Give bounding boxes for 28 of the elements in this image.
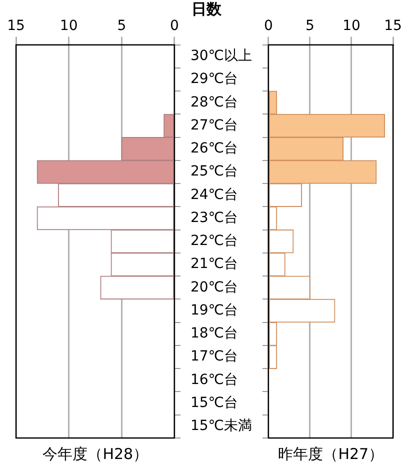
y-tick-label: 29℃台 <box>190 71 238 88</box>
x-tick-label: 0 <box>170 18 179 34</box>
y-tick-label: 21℃台 <box>190 256 238 272</box>
y-tick-label: 18℃台 <box>190 326 238 342</box>
text: 日数 <box>192 0 222 19</box>
y-tick-label: 17℃台 <box>190 348 238 365</box>
x-tick-label: 15 <box>384 18 402 34</box>
x-axis-title: 今年度（H28） <box>42 445 148 464</box>
y-tick-label: 23℃台 <box>190 210 238 226</box>
y-tick-label: 24℃台 <box>190 186 238 203</box>
x-tick-label: 0 <box>264 18 273 34</box>
y-tick-label: 27℃台 <box>190 117 238 134</box>
x-tick-label: 10 <box>60 18 78 34</box>
x-tick-label: 5 <box>306 18 314 34</box>
y-tick-label: 20℃台 <box>190 279 238 296</box>
x-tick-label: 5 <box>117 18 126 34</box>
y-tick-label: 30℃以上 <box>190 48 252 64</box>
y-tick-label: 28℃台 <box>190 94 238 110</box>
y-tick-label: 15℃未満 <box>190 418 252 434</box>
x-axis-title: 昨年度（H27） <box>278 445 384 464</box>
y-tick-label: 22℃台 <box>190 233 238 250</box>
x-tick-label: 10 <box>342 18 360 34</box>
y-tick-label: 19℃台 <box>190 302 238 318</box>
x-tick-label: 15 <box>7 18 25 34</box>
y-tick-label: 25℃台 <box>190 164 238 180</box>
y-tick-label: 26℃台 <box>190 140 238 157</box>
y-tick-label: 15℃台 <box>190 394 238 411</box>
y-tick-label: 16℃台 <box>190 372 238 388</box>
